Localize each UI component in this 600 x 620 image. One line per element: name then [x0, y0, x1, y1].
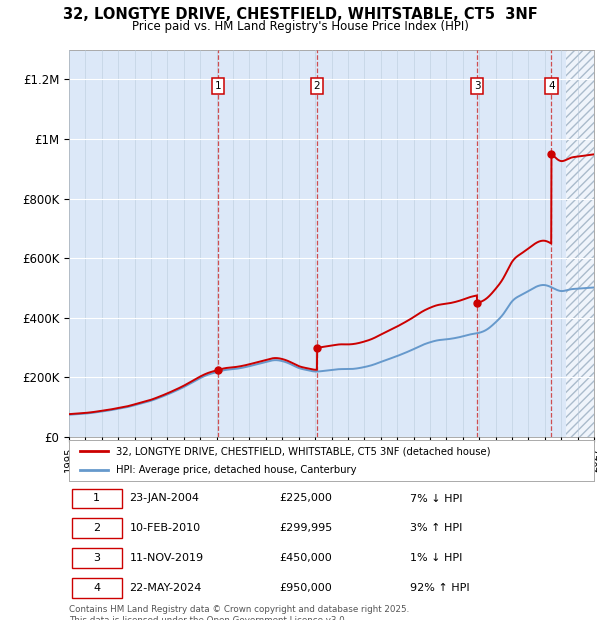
FancyBboxPatch shape [71, 518, 121, 538]
Text: 1: 1 [93, 494, 100, 503]
Text: 4: 4 [93, 583, 100, 593]
FancyBboxPatch shape [71, 548, 121, 568]
Bar [566, 50, 594, 437]
Text: HPI: Average price, detached house, Canterbury: HPI: Average price, detached house, Cant… [116, 466, 357, 476]
Text: £299,995: £299,995 [279, 523, 332, 533]
Text: 7% ↓ HPI: 7% ↓ HPI [410, 494, 463, 503]
Text: 10-FEB-2010: 10-FEB-2010 [130, 523, 200, 533]
Bar [566, 50, 594, 437]
Text: 22-MAY-2024: 22-MAY-2024 [130, 583, 202, 593]
Text: £950,000: £950,000 [279, 583, 332, 593]
Text: 2: 2 [314, 81, 320, 91]
Text: 3: 3 [93, 553, 100, 563]
Text: 23-JAN-2004: 23-JAN-2004 [130, 494, 199, 503]
Text: 1: 1 [214, 81, 221, 91]
Text: 1% ↓ HPI: 1% ↓ HPI [410, 553, 463, 563]
Text: 3% ↑ HPI: 3% ↑ HPI [410, 523, 463, 533]
Text: 3: 3 [474, 81, 481, 91]
Text: 92% ↑ HPI: 92% ↑ HPI [410, 583, 470, 593]
Text: Price paid vs. HM Land Registry's House Price Index (HPI): Price paid vs. HM Land Registry's House … [131, 20, 469, 33]
FancyBboxPatch shape [71, 578, 121, 598]
Text: £225,000: £225,000 [279, 494, 332, 503]
Text: 4: 4 [548, 81, 554, 91]
Text: 32, LONGTYE DRIVE, CHESTFIELD, WHITSTABLE, CT5  3NF: 32, LONGTYE DRIVE, CHESTFIELD, WHITSTABL… [62, 7, 538, 22]
Text: Contains HM Land Registry data © Crown copyright and database right 2025.
This d: Contains HM Land Registry data © Crown c… [69, 605, 409, 620]
Text: 2: 2 [93, 523, 100, 533]
Text: 32, LONGTYE DRIVE, CHESTFIELD, WHITSTABLE, CT5 3NF (detached house): 32, LONGTYE DRIVE, CHESTFIELD, WHITSTABL… [116, 446, 491, 456]
Text: 11-NOV-2019: 11-NOV-2019 [130, 553, 203, 563]
FancyBboxPatch shape [71, 489, 121, 508]
Text: £450,000: £450,000 [279, 553, 332, 563]
